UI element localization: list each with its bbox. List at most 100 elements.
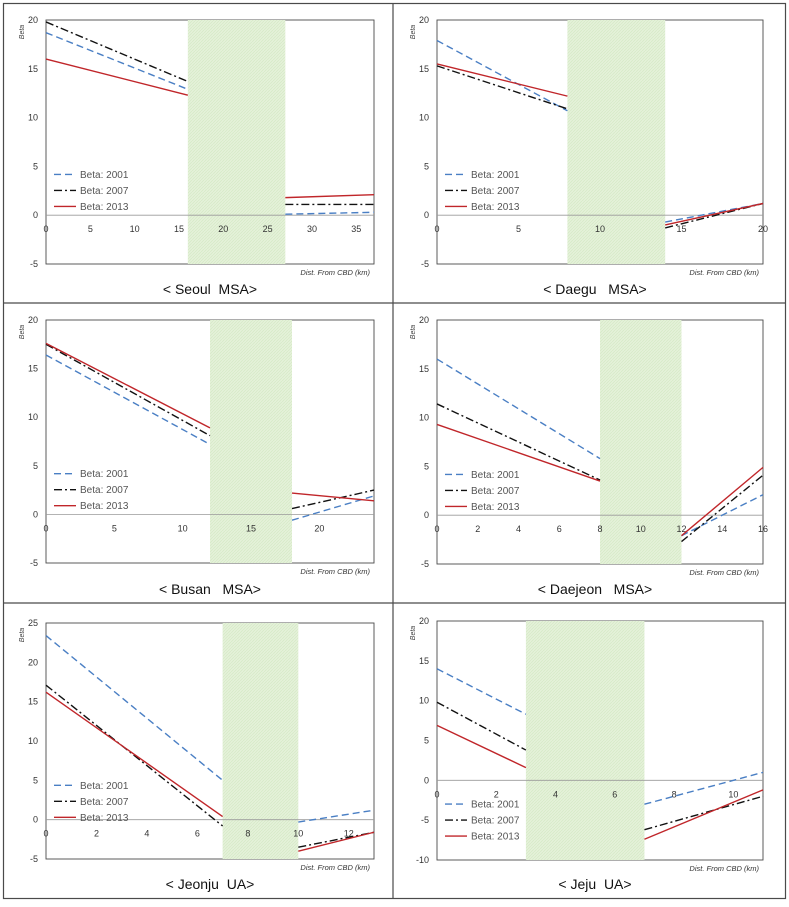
- legend-label-beta-2013: Beta: 2013: [471, 502, 520, 513]
- y-tick-label: 0: [33, 815, 38, 825]
- series-line-beta-2007: [436, 65, 568, 110]
- shaded-band: [567, 20, 666, 264]
- y-axis-label: Beta: [410, 25, 417, 40]
- y-tick-label: 10: [419, 696, 429, 706]
- legend-label-beta-2007: Beta: 2007: [80, 186, 129, 197]
- x-tick-label: 4: [144, 829, 149, 839]
- x-tick-label: 15: [246, 523, 256, 533]
- x-tick-label: 15: [676, 224, 686, 234]
- chart-caption: < Seoul MSA>: [163, 281, 257, 297]
- y-tick-label: 5: [424, 461, 429, 471]
- x-axis-label: Dist. From CBD (km): [300, 567, 370, 576]
- x-tick-label: 20: [218, 224, 228, 234]
- series-line-beta-2007: [291, 489, 375, 510]
- y-tick-label: 15: [28, 364, 38, 374]
- legend-label-beta-2001: Beta: 2001: [80, 469, 129, 480]
- shaded-band: [600, 320, 682, 564]
- x-tick-label: 20: [758, 224, 768, 234]
- y-axis-label: Beta: [19, 325, 26, 340]
- y-tick-label: 5: [33, 161, 38, 171]
- x-tick-label: 35: [351, 224, 361, 234]
- x-tick-label: 10: [728, 789, 738, 799]
- y-tick-label: 10: [419, 113, 429, 123]
- x-tick-label: 2: [494, 789, 499, 799]
- y-axis-label: Beta: [410, 626, 417, 641]
- chart-caption: < Daegu MSA>: [543, 281, 647, 297]
- legend-label-beta-2007: Beta: 2007: [471, 816, 520, 827]
- legend-label-beta-2013: Beta: 2013: [471, 202, 520, 213]
- x-tick-label: 0: [43, 523, 48, 533]
- series-line-beta-2001: [436, 39, 568, 112]
- shaded-band: [525, 621, 645, 860]
- y-tick-label: 5: [424, 161, 429, 171]
- y-tick-label: 15: [419, 364, 429, 374]
- series-line-beta-2007: [45, 684, 224, 827]
- series-line-beta-2013: [298, 831, 375, 852]
- chart-panel-jeju-ua: -10 -5 0 5 10 15 20 0 2 4 6 8 10 Beta Dist. From CBD (…: [410, 616, 764, 892]
- series-line-beta-2001: [644, 771, 764, 805]
- x-tick-label: 10: [636, 524, 646, 534]
- series-line-beta-2013: [45, 58, 189, 96]
- x-tick-label: 6: [612, 789, 617, 799]
- x-axis-label: Dist. From CBD (km): [300, 863, 370, 872]
- x-axis-label: Dist. From CBD (km): [689, 864, 759, 873]
- y-tick-label: 0: [424, 210, 429, 220]
- y-tick-label: 10: [419, 413, 429, 423]
- x-tick-label: 20: [314, 523, 324, 533]
- x-tick-label: 30: [307, 224, 317, 234]
- y-tick-label: 15: [419, 656, 429, 666]
- series-line-beta-2007: [436, 403, 601, 481]
- x-axis-label: Dist. From CBD (km): [689, 568, 759, 577]
- legend-label-beta-2013: Beta: 2013: [80, 501, 129, 512]
- x-tick-label: 10: [130, 224, 140, 234]
- x-tick-label: 10: [595, 224, 605, 234]
- legend-label-beta-2007: Beta: 2007: [80, 797, 129, 808]
- x-tick-label: 0: [43, 829, 48, 839]
- x-tick-label: 14: [717, 524, 727, 534]
- x-tick-label: 25: [263, 224, 273, 234]
- x-tick-label: 0: [43, 224, 48, 234]
- series-line-beta-2013: [665, 202, 764, 226]
- y-tick-label: 5: [424, 736, 429, 746]
- y-tick-label: 20: [28, 315, 38, 325]
- y-tick-label: 5: [33, 775, 38, 785]
- legend-label-beta-2013: Beta: 2013: [80, 202, 129, 213]
- legend-label-beta-2013: Beta: 2013: [80, 813, 129, 824]
- y-tick-label: 10: [28, 113, 38, 123]
- chart-caption: < Busan MSA>: [159, 581, 261, 597]
- x-tick-label: 8: [597, 524, 602, 534]
- y-tick-label: 0: [424, 510, 429, 520]
- y-axis-label: Beta: [19, 25, 26, 40]
- x-tick-label: 2: [94, 829, 99, 839]
- y-tick-label: -5: [30, 854, 38, 864]
- shaded-band: [222, 623, 299, 859]
- x-tick-label: 4: [553, 789, 558, 799]
- y-tick-label: 0: [424, 775, 429, 785]
- chart-panel-jeonju-ua: -5 0 5 10 15 20 25 0 2 4 6 8 10 12 Beta Dist. From CBD …: [19, 618, 375, 892]
- y-tick-label: 10: [28, 412, 38, 422]
- legend-label-beta-2007: Beta: 2007: [80, 485, 129, 496]
- y-tick-label: 20: [28, 15, 38, 25]
- y-tick-label: 20: [419, 616, 429, 626]
- chart-caption: < Jeju UA>: [558, 876, 631, 892]
- series-line-beta-2007: [644, 795, 764, 831]
- series-line-beta-2001: [285, 211, 375, 215]
- series-line-beta-2013: [436, 423, 601, 482]
- series-line-beta-2013: [436, 724, 527, 769]
- legend-label-beta-2007: Beta: 2007: [471, 186, 520, 197]
- x-tick-label: 5: [88, 224, 93, 234]
- x-tick-label: 0: [434, 524, 439, 534]
- series-line-beta-2001: [436, 358, 601, 460]
- series-line-beta-2013: [45, 691, 224, 818]
- shaded-band: [187, 20, 286, 264]
- y-tick-label: -5: [421, 559, 429, 569]
- series-line-beta-2001: [298, 809, 375, 823]
- x-tick-label: 6: [557, 524, 562, 534]
- legend-label-beta-2001: Beta: 2001: [471, 170, 520, 181]
- x-tick-label: 12: [676, 524, 686, 534]
- y-tick-label: 5: [33, 461, 38, 471]
- legend-label-beta-2007: Beta: 2007: [471, 486, 520, 497]
- x-axis-label: Dist. From CBD (km): [689, 268, 759, 277]
